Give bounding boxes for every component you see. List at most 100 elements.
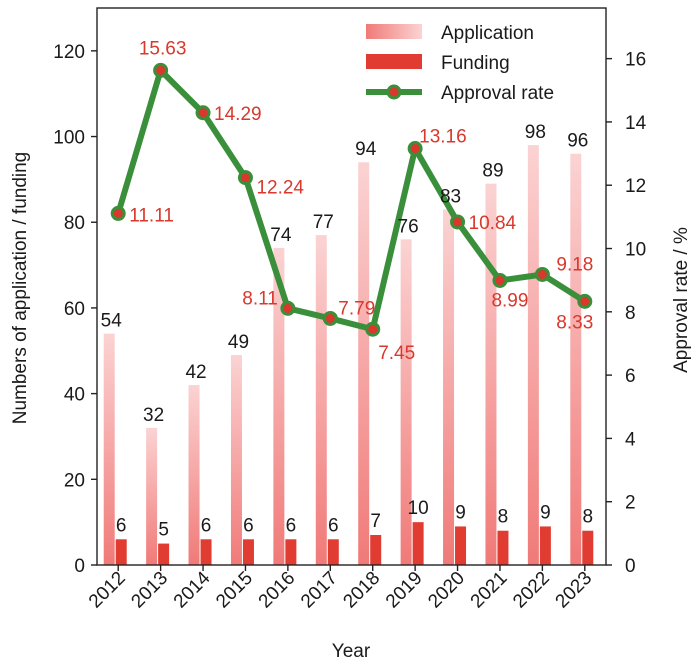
legend-funding-swatch xyxy=(366,54,422,69)
y-tick-label-20: 20 xyxy=(64,470,85,491)
y-axis-title: Numbers of application / funding xyxy=(10,152,31,425)
application-bar-2013 xyxy=(146,427,158,565)
approval-rate-label-2022: 9.18 xyxy=(556,254,593,275)
application-bar-2017 xyxy=(315,235,327,566)
funding-value-label-2016: 6 xyxy=(286,515,297,536)
x-tick-label-2023: 2023 xyxy=(552,568,597,613)
funding-value-label-2021: 8 xyxy=(498,507,509,528)
application-bar-2022 xyxy=(527,145,539,565)
funding-value-label-2013: 5 xyxy=(158,520,169,541)
plot-frame xyxy=(96,7,607,566)
funding-bar-2015 xyxy=(242,539,254,565)
application-bar-2021 xyxy=(485,183,497,565)
funding-value-label-2020: 9 xyxy=(455,502,466,523)
approval-rate-point-2016 xyxy=(280,300,296,316)
y2-tick-label-16: 16 xyxy=(625,50,646,71)
y2-tick-label-6: 6 xyxy=(625,366,636,387)
application-value-label-2018: 94 xyxy=(355,139,377,160)
x-axis-title: Year xyxy=(332,641,371,662)
legend: Application Funding Approval rate xyxy=(366,23,554,104)
funding-bar-2020 xyxy=(455,526,467,565)
approval-rate-point-2021 xyxy=(492,272,508,288)
x-tick-label-2012: 2012 xyxy=(85,568,130,613)
y2-tick-label-12: 12 xyxy=(625,176,646,197)
approval-rate-label-2023: 8.33 xyxy=(556,312,593,333)
approval-rate-point-2018 xyxy=(365,321,381,337)
legend-approval-label: Approval rate xyxy=(441,83,554,104)
approval-rate-label-2018: 7.45 xyxy=(378,343,415,364)
y-tick-label-120: 120 xyxy=(53,42,85,63)
funding-value-label-2018: 7 xyxy=(370,511,381,532)
funding-bar-2022 xyxy=(539,526,551,565)
x-tick-label-2019: 2019 xyxy=(382,568,427,613)
funding-bar-2023 xyxy=(582,530,594,565)
application-value-label-2020: 83 xyxy=(440,186,461,207)
y2-axis-title: Approval rate / % xyxy=(671,227,692,373)
y2-tick-label-8: 8 xyxy=(625,303,636,324)
application-bar-2018 xyxy=(358,162,370,565)
application-bar-2016 xyxy=(273,247,285,565)
application-value-label-2016: 74 xyxy=(270,225,292,246)
x-tick-label-2013: 2013 xyxy=(127,568,172,613)
y-tick-label-0: 0 xyxy=(74,556,85,577)
funding-bar-2017 xyxy=(327,539,339,565)
legend-approval-marker xyxy=(386,84,402,100)
application-value-label-2013: 32 xyxy=(143,405,164,426)
y2-tick-label-2: 2 xyxy=(625,493,636,514)
y-tick-label-100: 100 xyxy=(53,128,85,149)
y-tick-label-80: 80 xyxy=(64,213,85,234)
approval-rate-label-2013: 15.63 xyxy=(139,38,187,59)
approval-rate-label-2019: 13.16 xyxy=(419,127,467,148)
application-bar-2019 xyxy=(400,239,412,565)
approval-rate-label-2021: 8.99 xyxy=(491,290,528,311)
y2-tick-label-14: 14 xyxy=(625,113,647,134)
x-tick-label-2016: 2016 xyxy=(255,568,300,613)
approval-rate-label-2017: 7.79 xyxy=(338,298,375,319)
y2-tick-label-4: 4 xyxy=(625,429,636,450)
approval-rate-point-2012 xyxy=(110,205,126,221)
funding-bar-2018 xyxy=(370,535,382,565)
x-tick-label-2020: 2020 xyxy=(424,568,469,613)
x-tick-label-2014: 2014 xyxy=(170,567,215,612)
approval-rate-label-2015: 12.24 xyxy=(256,178,304,199)
application-value-label-2023: 96 xyxy=(567,131,588,152)
x-tick-label-2017: 2017 xyxy=(297,568,342,613)
data-labels-layer: 546325426496746776947761083989898996811.… xyxy=(101,38,594,540)
approval-rate-point-2013 xyxy=(153,62,169,78)
funding-bar-2021 xyxy=(497,530,509,565)
funding-bar-2013 xyxy=(158,543,170,565)
funding-value-label-2023: 8 xyxy=(583,507,594,528)
approval-rate-label-2012: 11.11 xyxy=(129,205,174,226)
application-value-label-2017: 77 xyxy=(313,212,334,233)
approval-rate-point-2019 xyxy=(407,141,423,157)
funding-value-label-2012: 6 xyxy=(116,515,127,536)
funding-value-label-2022: 9 xyxy=(540,502,551,523)
approval-rate-label-2016: 8.11 xyxy=(242,288,278,309)
application-bar-2012 xyxy=(103,333,115,565)
application-value-label-2012: 54 xyxy=(101,311,123,332)
approval-rate-point-2023 xyxy=(577,293,593,309)
application-value-label-2022: 98 xyxy=(525,122,546,143)
approval-rate-label-2020: 10.84 xyxy=(469,213,517,234)
application-bar-2014 xyxy=(188,385,200,565)
y-tick-label-40: 40 xyxy=(64,385,85,406)
x-tick-label-2018: 2018 xyxy=(339,568,384,613)
y2-tick-label-10: 10 xyxy=(625,240,646,261)
funding-value-label-2015: 6 xyxy=(243,515,254,536)
application-bar-2020 xyxy=(443,209,455,565)
funding-value-label-2014: 6 xyxy=(201,515,212,536)
application-value-label-2014: 42 xyxy=(185,362,206,383)
approval-rate-line-layer xyxy=(110,62,593,337)
legend-funding-label: Funding xyxy=(441,53,510,74)
approval-rate-point-2014 xyxy=(195,105,211,121)
legend-application-swatch xyxy=(366,24,422,39)
y-tick-label-60: 60 xyxy=(64,299,85,320)
funding-bar-2016 xyxy=(285,539,297,565)
y2-tick-label-0: 0 xyxy=(625,556,636,577)
funding-value-label-2019: 10 xyxy=(408,498,429,519)
application-bar-2015 xyxy=(230,355,242,565)
approval-rate-point-2022 xyxy=(534,266,550,282)
funding-bar-2014 xyxy=(200,539,212,565)
approval-rate-point-2015 xyxy=(237,170,253,186)
application-value-label-2021: 89 xyxy=(482,161,503,182)
